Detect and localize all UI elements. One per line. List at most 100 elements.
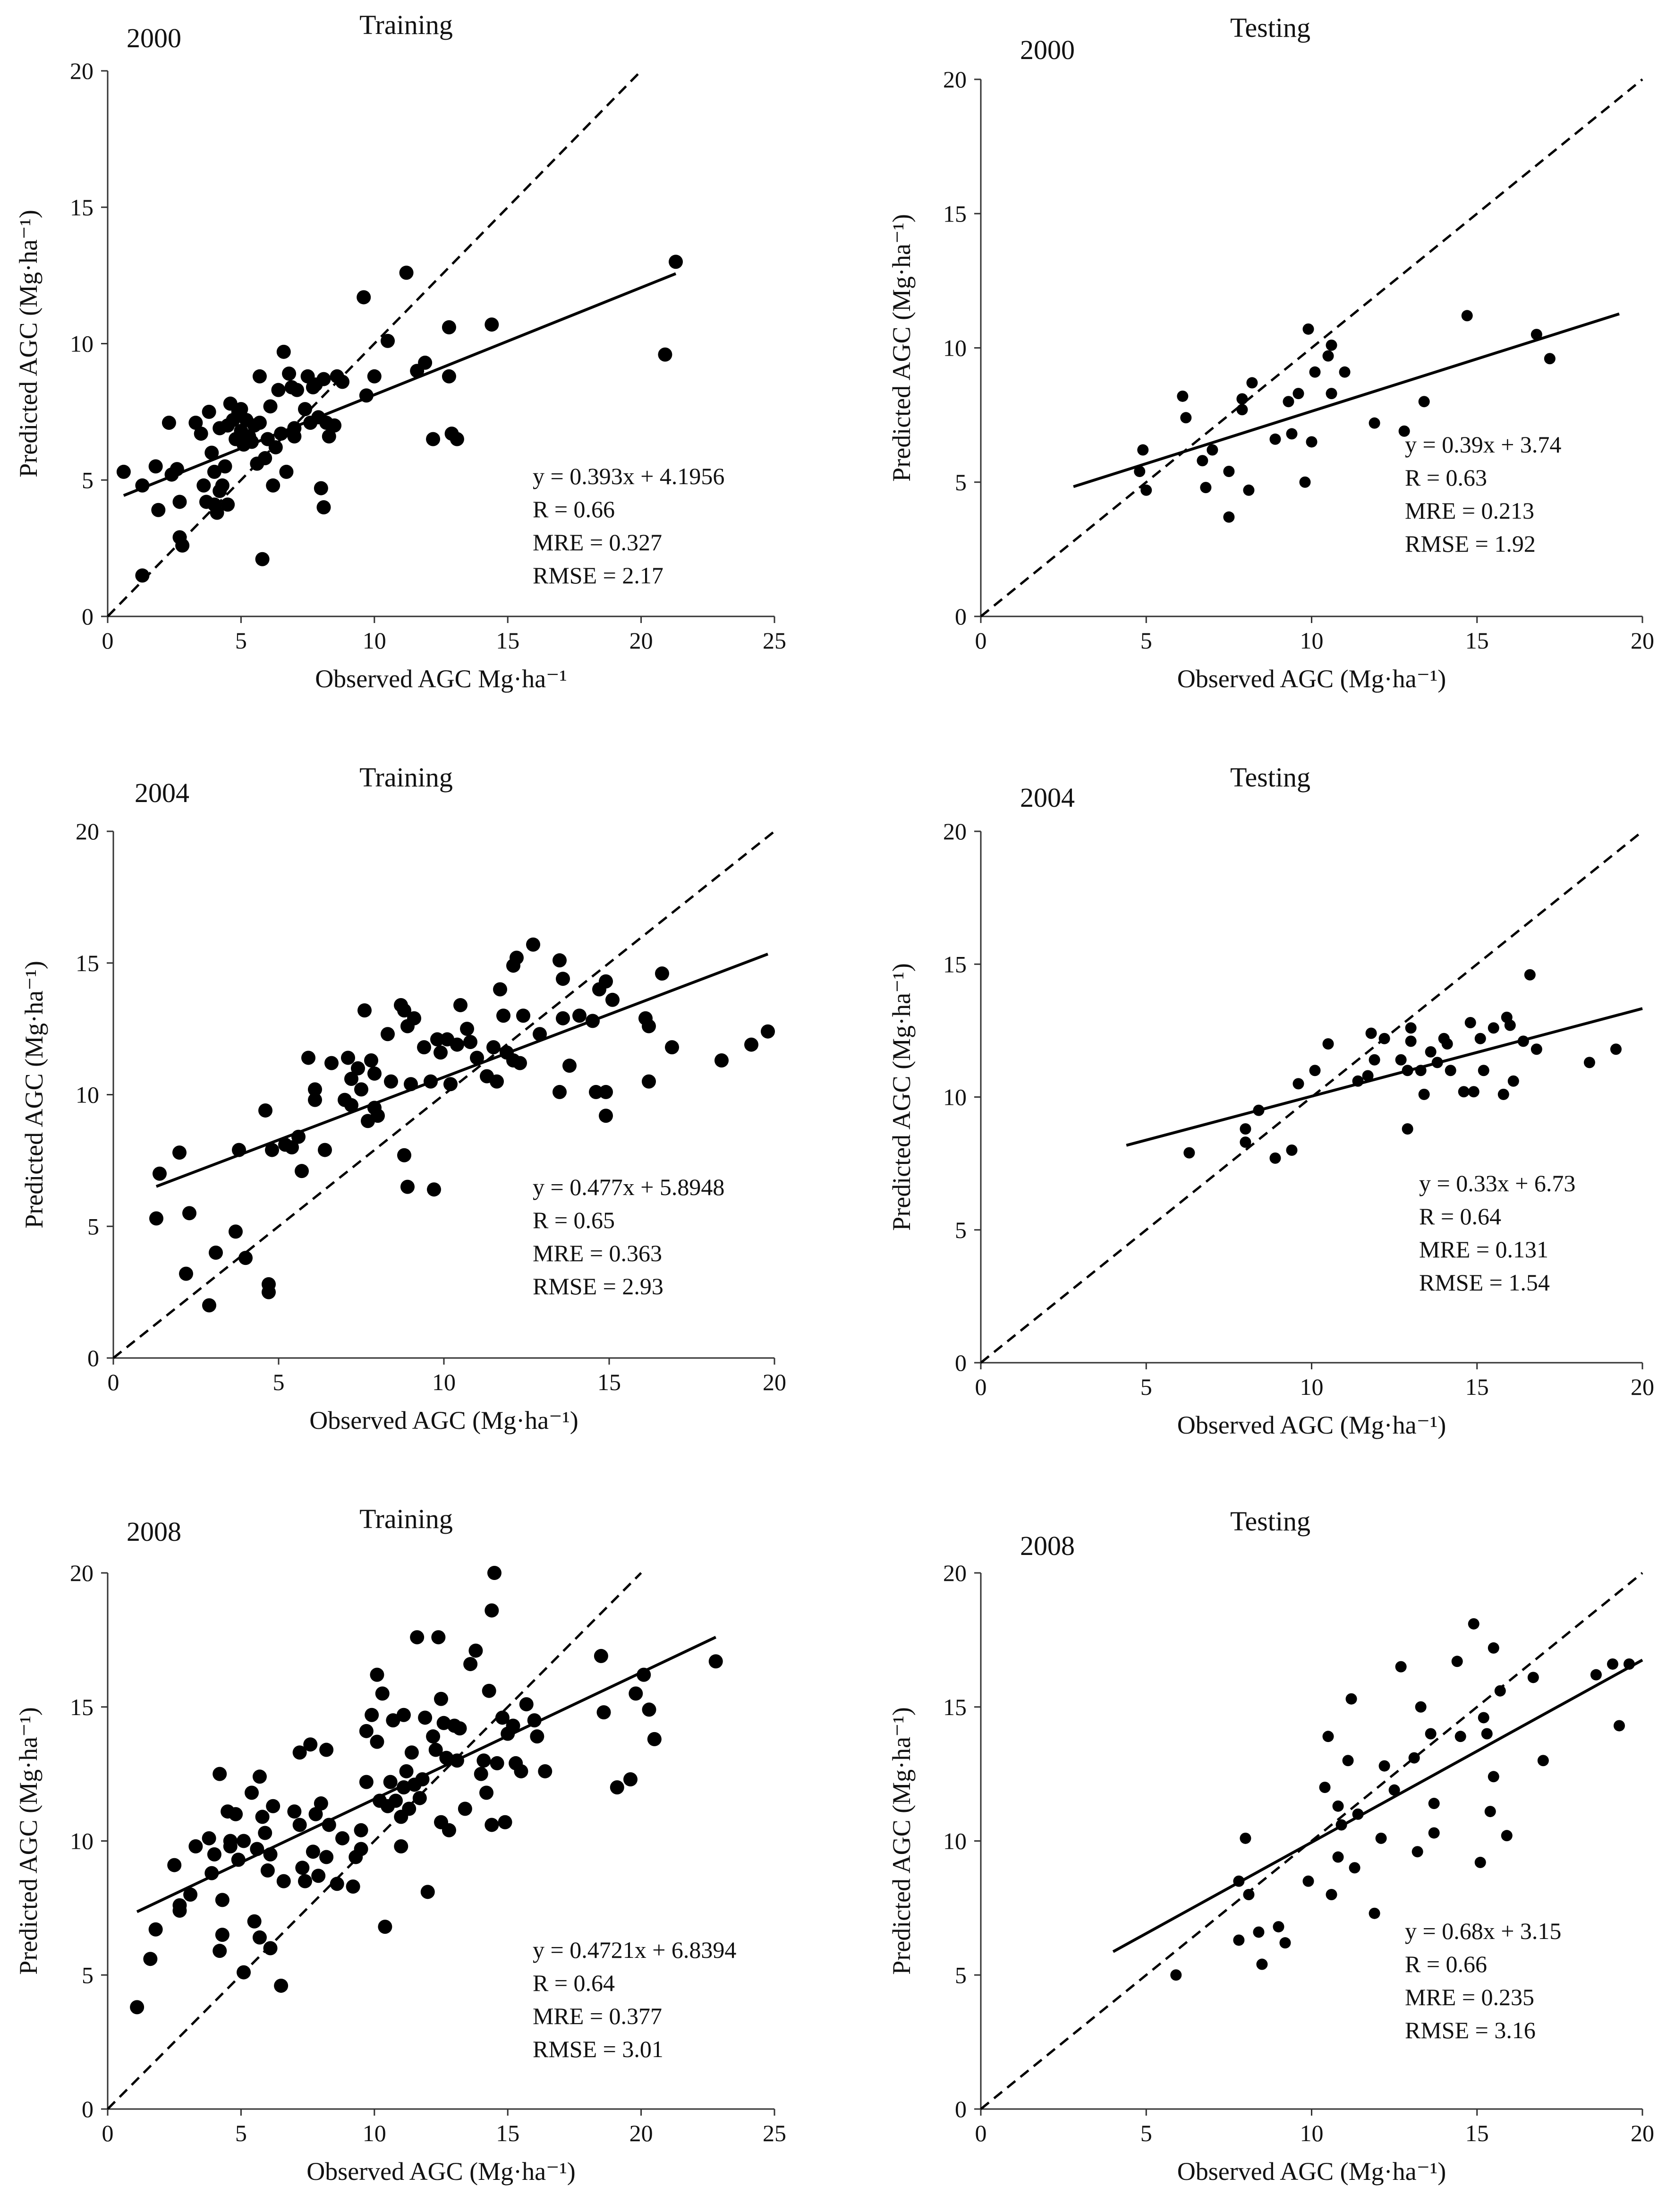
data-point <box>513 1056 527 1070</box>
data-point <box>1345 1693 1357 1705</box>
data-point <box>629 1686 643 1701</box>
x-tick-label: 5 <box>235 627 247 654</box>
data-point <box>1474 1033 1486 1044</box>
data-point <box>470 1050 484 1065</box>
data-point <box>1177 390 1189 402</box>
data-point <box>599 1109 613 1123</box>
data-point <box>266 1799 281 1813</box>
data-point <box>1398 425 1410 437</box>
data-point <box>533 1027 547 1042</box>
data-point <box>196 478 211 493</box>
data-point <box>263 399 278 414</box>
data-point <box>1273 1921 1284 1933</box>
data-point <box>589 1085 603 1099</box>
data-point <box>479 1785 494 1800</box>
stat-line: R = 0.64 <box>533 1970 615 1996</box>
data-point <box>1388 1784 1400 1796</box>
stat-line: RMSE = 2.17 <box>533 562 663 589</box>
stat-line: RMSE = 2.93 <box>533 1273 663 1299</box>
data-point <box>258 1826 272 1840</box>
data-point <box>322 1818 336 1832</box>
data-point <box>442 369 456 384</box>
data-point <box>519 1697 534 1712</box>
data-point <box>1488 1642 1499 1654</box>
one-to-one-line <box>112 830 775 1359</box>
data-point <box>188 1839 203 1853</box>
y-tick-label: 5 <box>82 467 94 493</box>
x-tick-label: 20 <box>629 2120 653 2146</box>
y-tick-label: 15 <box>70 194 94 221</box>
data-point <box>400 1179 415 1194</box>
data-point <box>303 1737 318 1752</box>
data-point <box>258 1103 272 1118</box>
x-tick-label: 0 <box>102 2120 114 2146</box>
data-point <box>1299 476 1311 488</box>
data-point <box>367 369 382 384</box>
data-point <box>642 1074 656 1089</box>
data-point <box>530 1729 544 1744</box>
data-point <box>252 369 267 384</box>
data-point <box>153 1166 167 1181</box>
data-point <box>388 1794 403 1808</box>
data-point <box>669 255 683 269</box>
data-point <box>285 1140 299 1154</box>
y-tick-label: 0 <box>955 2096 967 2122</box>
data-point <box>485 317 499 332</box>
stat-line: MRE = 0.235 <box>1405 1984 1534 2010</box>
data-point <box>426 1729 441 1744</box>
data-point <box>1233 1934 1245 1946</box>
data-point <box>357 290 371 305</box>
stat-line: y = 0.39x + 3.74 <box>1405 431 1561 458</box>
stat-line: R = 0.66 <box>1405 1951 1487 1977</box>
data-point <box>1269 433 1281 445</box>
regression-line <box>1126 1007 1643 1147</box>
data-point <box>1200 482 1212 494</box>
data-point <box>265 1143 279 1157</box>
data-point <box>215 1928 230 1942</box>
data-point <box>1279 1937 1291 1949</box>
data-point <box>298 1874 312 1888</box>
data-point <box>130 2000 145 2015</box>
data-point <box>319 1742 334 1757</box>
data-point <box>364 1053 378 1068</box>
data-point <box>1352 1075 1364 1087</box>
y-tick-label: 0 <box>82 603 94 630</box>
data-point <box>714 1053 729 1068</box>
data-point <box>1240 1832 1251 1844</box>
data-point <box>295 1861 310 1875</box>
data-point <box>490 1756 504 1770</box>
data-point <box>642 1019 656 1033</box>
y-tick-label: 10 <box>70 331 94 357</box>
data-point <box>637 1667 651 1682</box>
data-point <box>354 1082 368 1097</box>
data-point <box>485 1818 499 1832</box>
data-point <box>1468 1086 1479 1098</box>
x-tick-label: 25 <box>763 627 786 654</box>
x-axis-title: Observed AGC (Mg·ha⁻¹) <box>1177 665 1446 693</box>
data-point <box>1428 1827 1440 1839</box>
data-point <box>151 503 166 517</box>
data-point <box>330 1877 344 1891</box>
data-point <box>708 1654 723 1669</box>
data-point <box>1183 1147 1195 1159</box>
one-to-one-line <box>107 70 642 617</box>
data-point <box>402 1802 417 1816</box>
data-point <box>1375 1832 1387 1844</box>
data-point <box>1504 1019 1516 1031</box>
data-point <box>316 500 331 514</box>
data-point <box>359 388 374 403</box>
data-point <box>450 1037 464 1052</box>
data-point <box>381 1027 395 1042</box>
data-point <box>351 1061 365 1076</box>
y-tick-label: 5 <box>87 1213 99 1239</box>
data-point <box>418 1710 433 1725</box>
data-point <box>596 1705 611 1720</box>
x-tick-label: 15 <box>1465 627 1489 654</box>
data-point <box>207 464 221 479</box>
data-point <box>172 1898 187 1913</box>
data-point <box>308 1082 322 1097</box>
y-tick-label: 20 <box>943 66 967 93</box>
data-point <box>1243 484 1255 496</box>
data-point <box>247 1914 262 1929</box>
data-point <box>287 1804 302 1819</box>
